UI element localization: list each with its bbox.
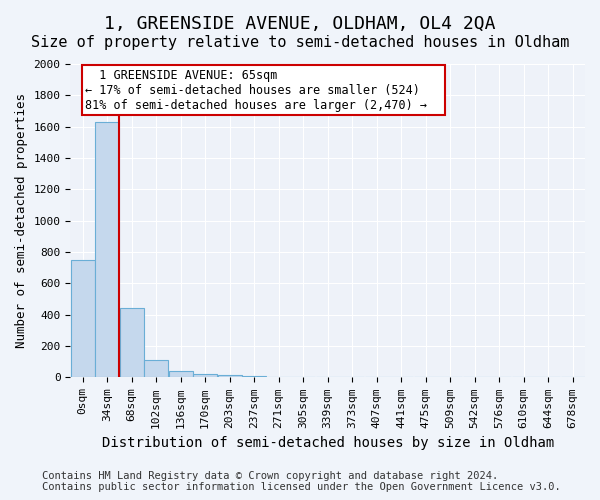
X-axis label: Distribution of semi-detached houses by size in Oldham: Distribution of semi-detached houses by … — [101, 436, 554, 450]
Bar — [71, 260, 95, 378]
Text: 1 GREENSIDE AVENUE: 65sqm
← 17% of semi-detached houses are smaller (524)
81% of: 1 GREENSIDE AVENUE: 65sqm ← 17% of semi-… — [85, 68, 442, 112]
Bar — [119, 308, 143, 378]
Text: Size of property relative to semi-detached houses in Oldham: Size of property relative to semi-detach… — [31, 35, 569, 50]
Bar — [144, 360, 168, 378]
Bar — [169, 371, 193, 378]
Bar — [242, 376, 266, 378]
Text: Contains HM Land Registry data © Crown copyright and database right 2024.
Contai: Contains HM Land Registry data © Crown c… — [42, 471, 561, 492]
Bar — [95, 122, 119, 378]
Bar — [218, 375, 242, 378]
Y-axis label: Number of semi-detached properties: Number of semi-detached properties — [15, 93, 28, 348]
Bar — [193, 374, 217, 378]
Text: 1, GREENSIDE AVENUE, OLDHAM, OL4 2QA: 1, GREENSIDE AVENUE, OLDHAM, OL4 2QA — [104, 15, 496, 33]
